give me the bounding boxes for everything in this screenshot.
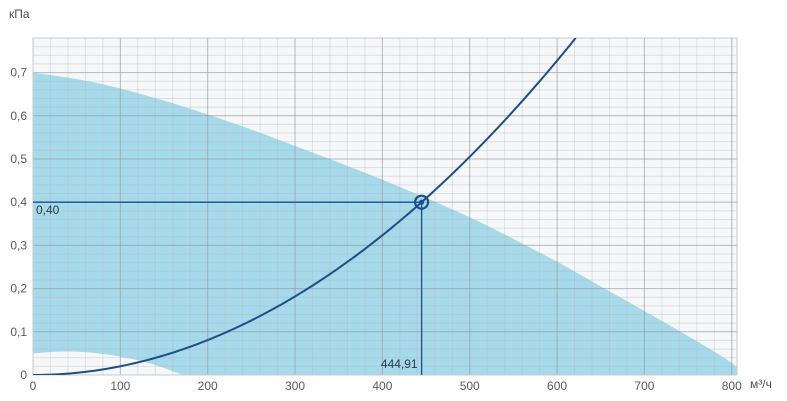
- svg-text:0,40: 0,40: [36, 203, 60, 217]
- svg-text:600: 600: [547, 379, 567, 393]
- svg-text:0,6: 0,6: [10, 109, 27, 123]
- svg-text:500: 500: [460, 379, 480, 393]
- svg-text:0,2: 0,2: [10, 282, 27, 296]
- svg-text:0,1: 0,1: [10, 325, 27, 339]
- svg-text:300: 300: [285, 379, 305, 393]
- svg-text:800: 800: [722, 379, 742, 393]
- svg-text:0,7: 0,7: [10, 66, 27, 80]
- svg-text:0,5: 0,5: [10, 152, 27, 166]
- svg-text:444,91: 444,91: [381, 357, 418, 371]
- svg-text:0,3: 0,3: [10, 238, 27, 252]
- svg-text:200: 200: [198, 379, 218, 393]
- svg-text:0: 0: [30, 379, 37, 393]
- svg-text:0: 0: [20, 368, 27, 382]
- svg-text:700: 700: [634, 379, 654, 393]
- y-axis-unit-label: кПа: [9, 7, 30, 21]
- x-axis-unit-label: м³/ч: [750, 377, 772, 391]
- svg-text:0,4: 0,4: [10, 195, 27, 209]
- svg-text:100: 100: [110, 379, 130, 393]
- svg-text:400: 400: [372, 379, 392, 393]
